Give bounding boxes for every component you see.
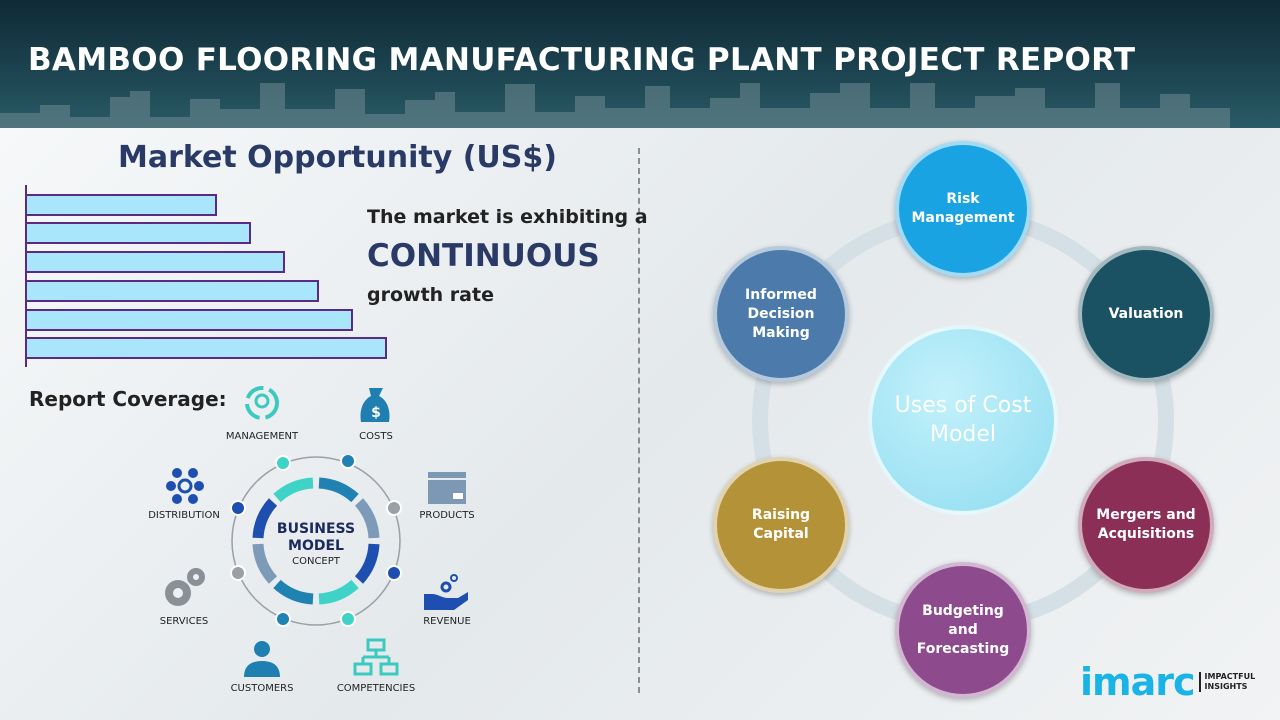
- distribution-icon: [166, 468, 204, 504]
- use-circle-mergers-and-acquisitions: Mergers and Acquisitions: [1078, 457, 1214, 593]
- market-bar: [27, 222, 251, 244]
- business-model-line1: BUSINESS: [277, 521, 355, 537]
- business-model-diagram: BUSINESS MODEL CONCEPT: [230, 455, 402, 627]
- coverage-label-costs: COSTS: [359, 431, 393, 442]
- report-coverage-title: Report Coverage:: [29, 387, 227, 411]
- coverage-label-competencies: COMPETENCIES: [336, 683, 416, 694]
- header-banner: BAMBOO FLOORING MANUFACTURING PLANT PROJ…: [0, 0, 1280, 128]
- growth-text-3: growth rate: [367, 284, 494, 306]
- coverage-label-products: PRODUCTS: [419, 510, 475, 521]
- svg-text:$: $: [371, 405, 381, 421]
- market-bar: [27, 194, 217, 216]
- market-bar: [27, 309, 353, 331]
- use-circle-raising-capital: Raising Capital: [713, 457, 849, 593]
- market-bar: [27, 337, 387, 359]
- business-model-line3: CONCEPT: [292, 556, 341, 567]
- hierarchy-icon: [353, 638, 399, 676]
- uses-center-circle: Uses of Cost Model: [868, 325, 1058, 515]
- management-icon: [245, 386, 279, 420]
- use-circle-risk-management: Risk Management: [895, 141, 1031, 277]
- market-bar: [27, 280, 319, 302]
- business-model-line2: MODEL: [288, 538, 344, 554]
- market-opportunity-title: Market Opportunity (US$): [118, 140, 557, 175]
- box-icon: [428, 472, 466, 504]
- use-circle-valuation: Valuation: [1078, 246, 1214, 382]
- growth-text-2: CONTINUOUS: [367, 238, 600, 274]
- money-bag-icon: $: [360, 388, 390, 422]
- revenue-hand-icon: [424, 574, 468, 610]
- logo-tagline-1: IMPACTFUL: [1204, 672, 1256, 681]
- coverage-label-customers: CUSTOMERS: [230, 683, 294, 694]
- gears-icon: [165, 568, 205, 606]
- city-skyline-graphic: [0, 83, 1230, 128]
- growth-text-1: The market is exhibiting a: [367, 206, 648, 228]
- coverage-label-services: SERVICES: [159, 616, 209, 627]
- coverage-label-distribution: DISTRIBUTION: [148, 510, 220, 521]
- customer-icon: [244, 641, 280, 677]
- coverage-label-revenue: REVENUE: [423, 616, 471, 627]
- imarc-logo: imarc IMPACTFUL INSIGHTS: [1080, 660, 1255, 704]
- section-divider: [638, 148, 640, 693]
- coverage-label-management: MANAGEMENT: [225, 431, 299, 442]
- logo-wordmark: imarc: [1080, 660, 1196, 704]
- page-title: BAMBOO FLOORING MANUFACTURING PLANT PROJ…: [28, 42, 1136, 78]
- market-bar: [27, 251, 285, 273]
- use-circle-budgeting-and-forecasting: Budgeting and Forecasting: [895, 562, 1031, 698]
- use-circle-informed-decision-making: Informed Decision Making: [713, 246, 849, 382]
- logo-tagline-2: INSIGHTS: [1204, 682, 1248, 691]
- bar-axis: [25, 185, 27, 367]
